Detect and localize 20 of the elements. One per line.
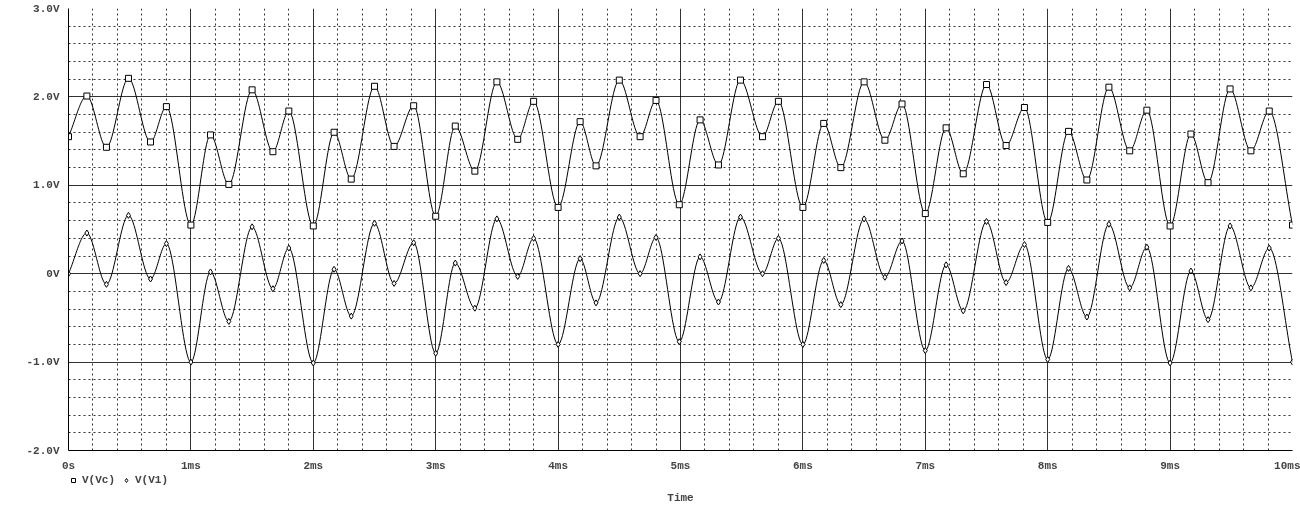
x-tick-label: 7ms: [915, 459, 936, 472]
x-tick-label: 6ms: [793, 459, 813, 472]
x-tick-label: 2ms: [303, 459, 324, 472]
x-tick-label: 10ms: [1274, 459, 1300, 472]
x-tick-label: 3ms: [425, 459, 446, 472]
legend-label: V(Vc): [82, 474, 116, 486]
y-tick-label: -2.0V: [26, 444, 60, 457]
x-tick-label: 4ms: [548, 459, 569, 472]
x-axis-title: Time: [667, 491, 695, 504]
x-tick-label: 9ms: [1160, 459, 1181, 472]
x-tick-label: 0s: [61, 459, 76, 472]
x-tick-label: 5ms: [670, 459, 691, 472]
legend-label: V(V1): [135, 474, 169, 486]
y-tick-label: 2.0V: [33, 90, 60, 103]
y-tick-label: 0V: [46, 267, 60, 280]
y-tick-label: -1.0V: [26, 356, 60, 369]
x-tick-label: 8ms: [1037, 459, 1058, 472]
x-tick-label: 1ms: [181, 459, 201, 472]
y-tick-label: 3.0V: [33, 2, 60, 15]
y-tick-label: 1.0V: [33, 179, 60, 192]
